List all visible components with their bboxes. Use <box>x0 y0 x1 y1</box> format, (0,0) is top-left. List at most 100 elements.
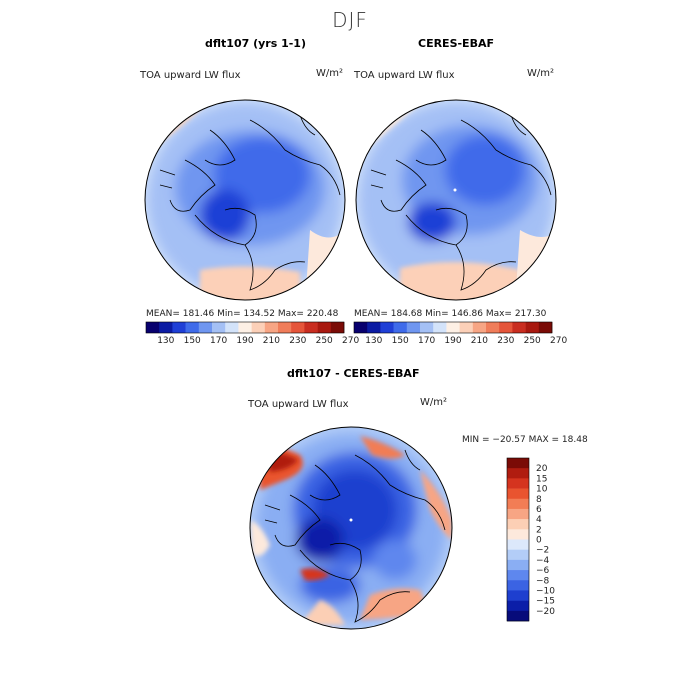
colorbar-swatch <box>507 498 529 510</box>
colorbar-swatch <box>507 580 529 591</box>
panel-3-stats: MIN = −20.57 MAX = 18.48 <box>462 435 588 445</box>
map-difference-border <box>249 426 453 630</box>
map-ceres-border <box>355 99 557 301</box>
colorbar-tick-label: 230 <box>497 336 514 346</box>
colorbar-ceres: 130 150 170 190 210 230 250 270 <box>353 321 567 346</box>
map-difference <box>249 426 453 630</box>
colorbar-swatch <box>420 322 434 333</box>
colorbar-tick-label: 210 <box>471 336 488 346</box>
colorbar-swatch <box>172 322 186 333</box>
panel-1-units: W/m² <box>316 68 344 79</box>
colorbar-tick-label: −15 <box>536 597 555 607</box>
panel-2-title: CERES-EBAF <box>418 37 494 50</box>
panel-1-title: dflt107 (yrs 1-1) <box>205 37 306 50</box>
colorbar-tick-label: 210 <box>263 336 280 346</box>
colorbar-tick-label: −20 <box>536 607 555 617</box>
colorbar-tick-label: 230 <box>289 336 306 346</box>
panel-1-variable: TOA upward LW flux <box>140 70 241 81</box>
colorbar-swatch <box>525 322 540 333</box>
colorbar-tick-label: 250 <box>316 336 333 346</box>
colorbar-swatch <box>212 322 226 333</box>
colorbar-tick-label: 190 <box>444 336 461 346</box>
colorbar-tick-label: 4 <box>536 515 542 525</box>
colorbar-swatch <box>251 322 266 333</box>
colorbar-swatch <box>507 519 529 530</box>
colorbar-swatch <box>291 322 305 333</box>
colorbar-tick-label: −6 <box>536 566 550 576</box>
colorbar-swatch <box>507 508 529 520</box>
colorbar-swatch <box>507 539 529 550</box>
colorbar-model: 130 150 170 190 210 230 250 270 <box>145 321 359 346</box>
colorbar-swatch <box>507 559 529 571</box>
colorbar-tick-label: 15 <box>536 474 547 484</box>
colorbar-tick-label: −2 <box>536 546 549 556</box>
colorbar-tick-label: 130 <box>157 336 174 346</box>
colorbar-swatch <box>354 322 368 333</box>
figure-title: DJF <box>332 8 368 32</box>
colorbar-tick-label: 170 <box>210 336 227 346</box>
colorbar-tick-label: 190 <box>236 336 253 346</box>
panel-3-title: dflt107 - CERES-EBAF <box>287 367 420 380</box>
colorbar-swatch <box>538 322 553 333</box>
colorbar-swatch <box>264 322 279 333</box>
panel-1-stats: MEAN= 181.46 Min= 134.52 Max= 220.48 <box>146 309 339 319</box>
colorbar-swatch <box>507 570 529 581</box>
colorbar-swatch <box>304 322 318 333</box>
colorbar-tick-label: 0 <box>536 536 542 546</box>
colorbar-swatch <box>507 468 529 479</box>
colorbar-swatch <box>499 322 513 333</box>
colorbar-tick-label: −10 <box>536 586 555 596</box>
colorbar-swatch <box>507 458 529 469</box>
colorbar-tick-label: 270 <box>550 336 567 346</box>
colorbar-swatch <box>317 322 332 333</box>
colorbar-swatch <box>238 322 252 333</box>
colorbar-tick-label: 20 <box>536 464 548 474</box>
panel-2-units: W/m² <box>527 68 555 79</box>
colorbar-swatch <box>406 322 421 333</box>
colorbar-swatch <box>146 322 160 333</box>
colorbar-frame <box>145 321 345 334</box>
colorbar-swatch <box>459 322 474 333</box>
colorbar-swatch <box>507 590 529 601</box>
colorbar-swatch <box>159 322 173 333</box>
colorbar-swatch <box>393 322 408 333</box>
colorbar-swatch <box>507 478 529 489</box>
colorbar-swatch <box>433 322 447 333</box>
colorbar-tick-label: 170 <box>418 336 435 346</box>
colorbar-swatch <box>367 322 381 333</box>
colorbar-tick-label: −8 <box>536 576 550 586</box>
colorbar-tick-label: 270 <box>342 336 359 346</box>
colorbar-swatch <box>380 322 394 333</box>
colorbar-swatch <box>486 322 500 333</box>
colorbar-swatch <box>225 322 239 333</box>
colorbar-tick-label: 150 <box>184 336 201 346</box>
colorbar-swatch <box>507 600 529 612</box>
colorbar-tick-label: 10 <box>536 485 548 495</box>
colorbar-frame <box>353 321 553 334</box>
colorbar-swatch <box>507 610 529 622</box>
colorbar-tick-label: 8 <box>536 495 542 505</box>
colorbar-swatch <box>278 322 292 333</box>
colorbar-tick-label: 150 <box>392 336 409 346</box>
map-model-border <box>144 99 346 301</box>
colorbar-swatch <box>507 549 529 561</box>
colorbar-tick-label: −4 <box>536 556 550 566</box>
colorbar-swatch <box>507 488 529 500</box>
colorbar-tick-label: 130 <box>365 336 382 346</box>
panel-3-variable: TOA upward LW flux <box>248 399 349 410</box>
colorbar-swatch <box>446 322 460 333</box>
colorbar-frame <box>506 457 530 622</box>
colorbar-swatch <box>198 322 213 333</box>
colorbar-swatch <box>472 322 487 333</box>
panel-3-units: W/m² <box>420 397 448 408</box>
colorbar-tick-label: 250 <box>524 336 541 346</box>
panel-2-stats: MEAN= 184.68 Min= 146.86 Max= 217.30 <box>354 309 547 319</box>
colorbar-tick-label: 6 <box>536 505 542 515</box>
map-ceres <box>355 99 557 301</box>
colorbar-swatch <box>507 529 529 540</box>
panel-2-variable: TOA upward LW flux <box>354 70 455 81</box>
colorbar-swatch <box>330 322 345 333</box>
colorbar-swatch <box>185 322 200 333</box>
